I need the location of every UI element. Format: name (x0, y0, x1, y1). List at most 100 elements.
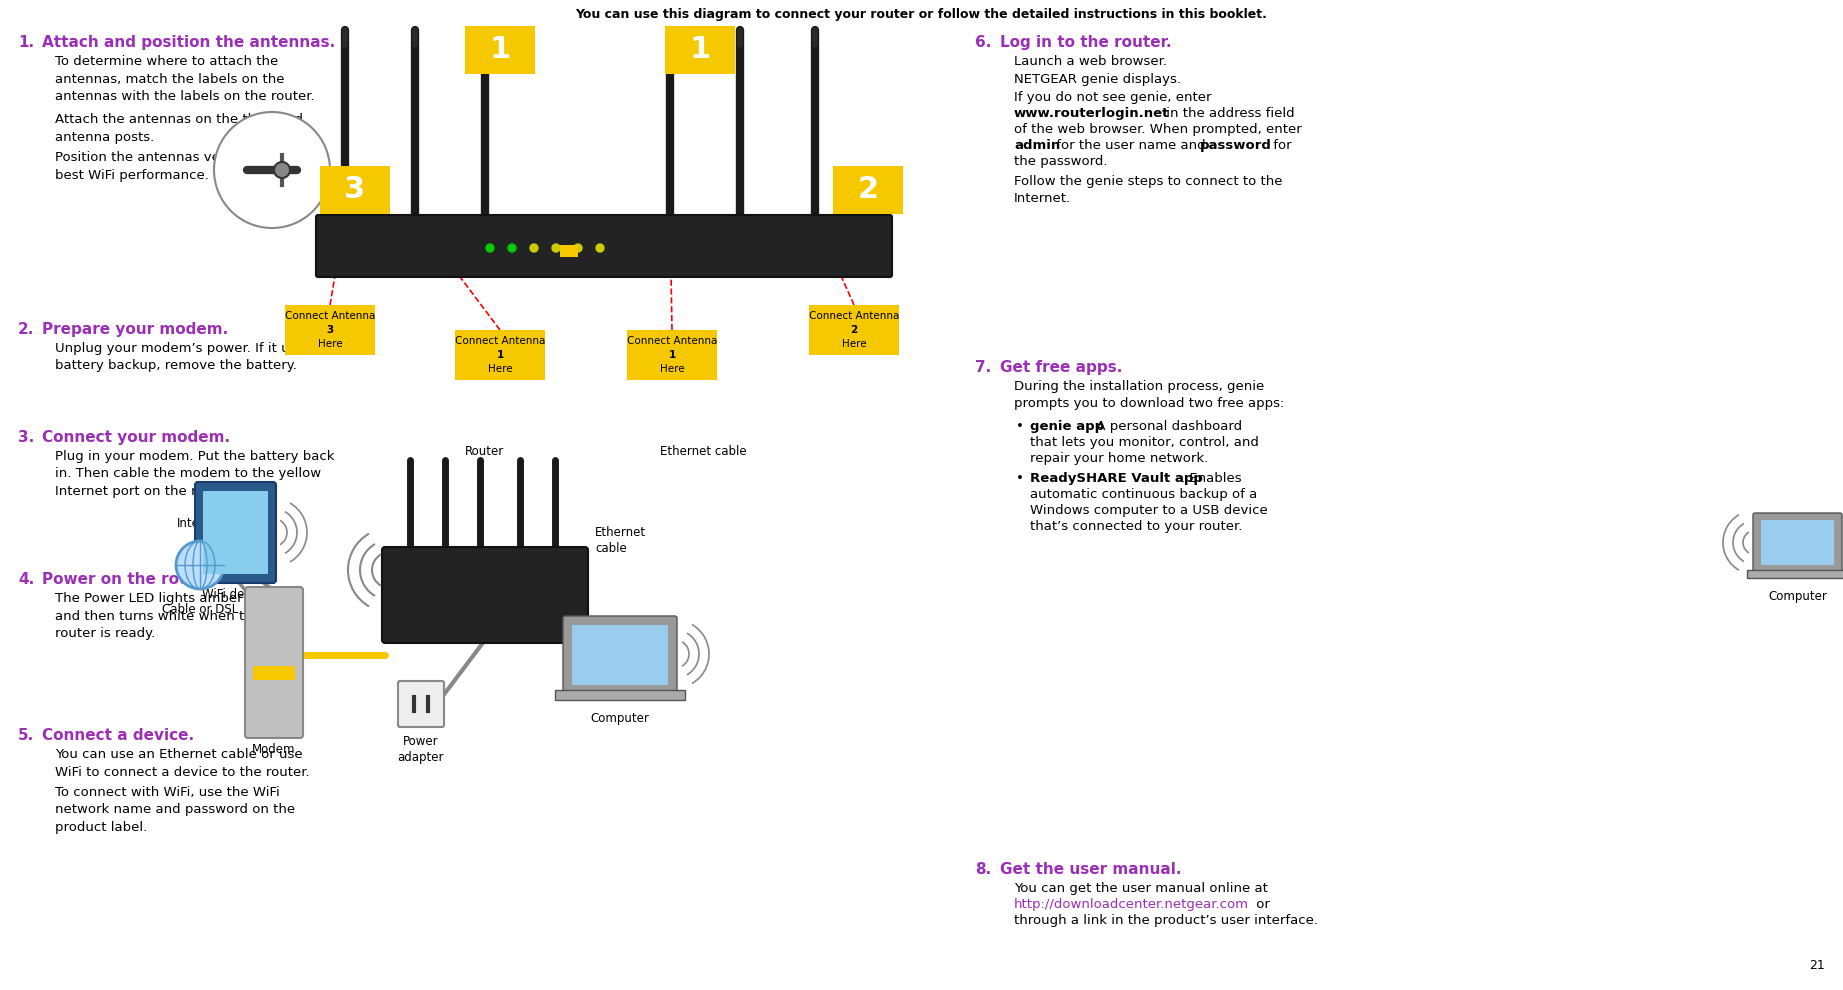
Text: admin: admin (1014, 139, 1060, 152)
Text: Power on the router.: Power on the router. (42, 572, 219, 587)
Text: Here: Here (488, 364, 512, 374)
FancyBboxPatch shape (665, 26, 735, 74)
Circle shape (214, 112, 330, 228)
FancyBboxPatch shape (286, 305, 374, 355)
FancyBboxPatch shape (1747, 570, 1843, 578)
Text: through a link in the product’s user interface.: through a link in the product’s user int… (1014, 914, 1318, 927)
FancyBboxPatch shape (571, 625, 667, 685)
Text: Get the user manual.: Get the user manual. (1001, 862, 1181, 877)
FancyBboxPatch shape (809, 305, 899, 355)
Text: The Power LED lights amber
and then turns white when the
router is ready.: The Power LED lights amber and then turn… (55, 592, 262, 640)
Text: During the installation process, genie
prompts you to download two free apps:: During the installation process, genie p… (1014, 380, 1285, 411)
Text: 1: 1 (689, 36, 711, 64)
Text: Windows computer to a USB device: Windows computer to a USB device (1030, 504, 1268, 517)
Text: Here: Here (842, 339, 866, 349)
FancyBboxPatch shape (203, 491, 267, 574)
Text: 4.: 4. (18, 572, 35, 587)
Text: Connect Antenna: Connect Antenna (286, 311, 376, 321)
Text: 7.: 7. (975, 360, 992, 375)
Text: Internet: Internet (177, 517, 223, 530)
Text: ReadySHARE Vault app: ReadySHARE Vault app (1030, 472, 1203, 485)
Text: . A personal dashboard: . A personal dashboard (1087, 420, 1242, 433)
FancyBboxPatch shape (245, 587, 302, 738)
Text: Connect a device.: Connect a device. (42, 728, 194, 743)
Circle shape (595, 244, 605, 252)
Text: 3: 3 (326, 325, 334, 335)
Text: or: or (1251, 898, 1270, 911)
Text: Prepare your modem.: Prepare your modem. (42, 322, 229, 337)
Text: 8.: 8. (975, 862, 992, 877)
Text: Cable or DSL: Cable or DSL (162, 603, 238, 616)
Text: NETGEAR genie displays.: NETGEAR genie displays. (1014, 73, 1181, 86)
Text: 2: 2 (850, 325, 857, 335)
Text: Plug in your modem. Put the battery back
in. Then cable the modem to the yellow
: Plug in your modem. Put the battery back… (55, 450, 334, 498)
Text: 6.: 6. (975, 35, 992, 50)
FancyBboxPatch shape (195, 482, 276, 583)
Text: Connect your modem.: Connect your modem. (42, 430, 230, 445)
Circle shape (531, 244, 538, 252)
FancyBboxPatch shape (562, 616, 676, 692)
Text: 1.: 1. (18, 35, 35, 50)
Text: that’s connected to your router.: that’s connected to your router. (1030, 520, 1242, 533)
Text: Here: Here (660, 364, 684, 374)
Text: that lets you monitor, control, and: that lets you monitor, control, and (1030, 436, 1259, 449)
Text: •: • (1015, 420, 1025, 433)
Text: 2.: 2. (18, 322, 35, 337)
Text: Modem: Modem (252, 743, 295, 756)
Text: 21: 21 (1810, 959, 1825, 972)
Text: Attach the antennas on the threaded
antenna posts.: Attach the antennas on the threaded ante… (55, 113, 302, 144)
Text: 1: 1 (490, 36, 511, 64)
Text: Unplug your modem’s power. If it uses a
battery backup, remove the battery.: Unplug your modem’s power. If it uses a … (55, 342, 324, 372)
Circle shape (509, 244, 516, 252)
Text: Power
adapter: Power adapter (398, 735, 444, 764)
FancyBboxPatch shape (555, 690, 686, 700)
Circle shape (487, 244, 494, 252)
FancyBboxPatch shape (455, 330, 546, 380)
Text: of the web browser. When prompted, enter: of the web browser. When prompted, enter (1014, 123, 1301, 136)
FancyBboxPatch shape (464, 26, 534, 74)
Text: Position the antennas vertically for the
best WiFi performance.: Position the antennas vertically for the… (55, 151, 313, 181)
Text: for the user name and: for the user name and (1052, 139, 1209, 152)
Text: Attach and position the antennas.: Attach and position the antennas. (42, 35, 335, 50)
FancyBboxPatch shape (382, 547, 588, 643)
Text: Computer: Computer (590, 712, 649, 725)
Text: You can use this diagram to connect your router or follow the detailed instructi: You can use this diagram to connect your… (575, 8, 1266, 21)
FancyBboxPatch shape (833, 166, 903, 214)
Text: 1: 1 (669, 350, 676, 360)
FancyBboxPatch shape (1762, 520, 1834, 565)
Text: for: for (1270, 139, 1292, 152)
Circle shape (553, 244, 560, 252)
Text: Get free apps.: Get free apps. (1001, 360, 1122, 375)
Text: Router: Router (466, 445, 505, 458)
Text: Launch a web browser.: Launch a web browser. (1014, 55, 1167, 68)
Text: Connect Antenna: Connect Antenna (455, 336, 546, 346)
Text: 3.: 3. (18, 430, 35, 445)
Text: To determine where to attach the
antennas, match the labels on the
antennas with: To determine where to attach the antenna… (55, 55, 315, 103)
Text: To connect with WiFi, use the WiFi
network name and password on the
product labe: To connect with WiFi, use the WiFi netwo… (55, 786, 295, 834)
Text: Connect Antenna: Connect Antenna (809, 311, 899, 321)
Text: Follow the genie steps to connect to the
Internet.: Follow the genie steps to connect to the… (1014, 175, 1283, 206)
FancyBboxPatch shape (560, 245, 579, 257)
FancyBboxPatch shape (627, 330, 717, 380)
Text: www.routerlogin.net: www.routerlogin.net (1014, 107, 1168, 120)
Text: . Enables: . Enables (1181, 472, 1242, 485)
Text: If you do not see genie, enter: If you do not see genie, enter (1014, 91, 1211, 104)
FancyBboxPatch shape (315, 215, 892, 277)
Text: automatic continuous backup of a: automatic continuous backup of a (1030, 488, 1257, 501)
Text: You can get the user manual online at: You can get the user manual online at (1014, 882, 1268, 895)
FancyBboxPatch shape (398, 681, 444, 727)
FancyBboxPatch shape (321, 166, 391, 214)
Text: Log in to the router.: Log in to the router. (1001, 35, 1172, 50)
Text: •: • (1015, 472, 1025, 485)
Text: 5.: 5. (18, 728, 35, 743)
Text: Ethernet cable: Ethernet cable (660, 445, 746, 458)
Text: http://downloadcenter.netgear.com: http://downloadcenter.netgear.com (1014, 898, 1250, 911)
Text: You can use an Ethernet cable or use
WiFi to connect a device to the router.: You can use an Ethernet cable or use WiF… (55, 748, 310, 778)
Text: password: password (1200, 139, 1272, 152)
Circle shape (275, 162, 289, 178)
Circle shape (573, 244, 582, 252)
Circle shape (175, 541, 225, 589)
Text: Connect Antenna: Connect Antenna (627, 336, 717, 346)
Text: Computer: Computer (1767, 590, 1826, 603)
FancyBboxPatch shape (252, 666, 295, 680)
